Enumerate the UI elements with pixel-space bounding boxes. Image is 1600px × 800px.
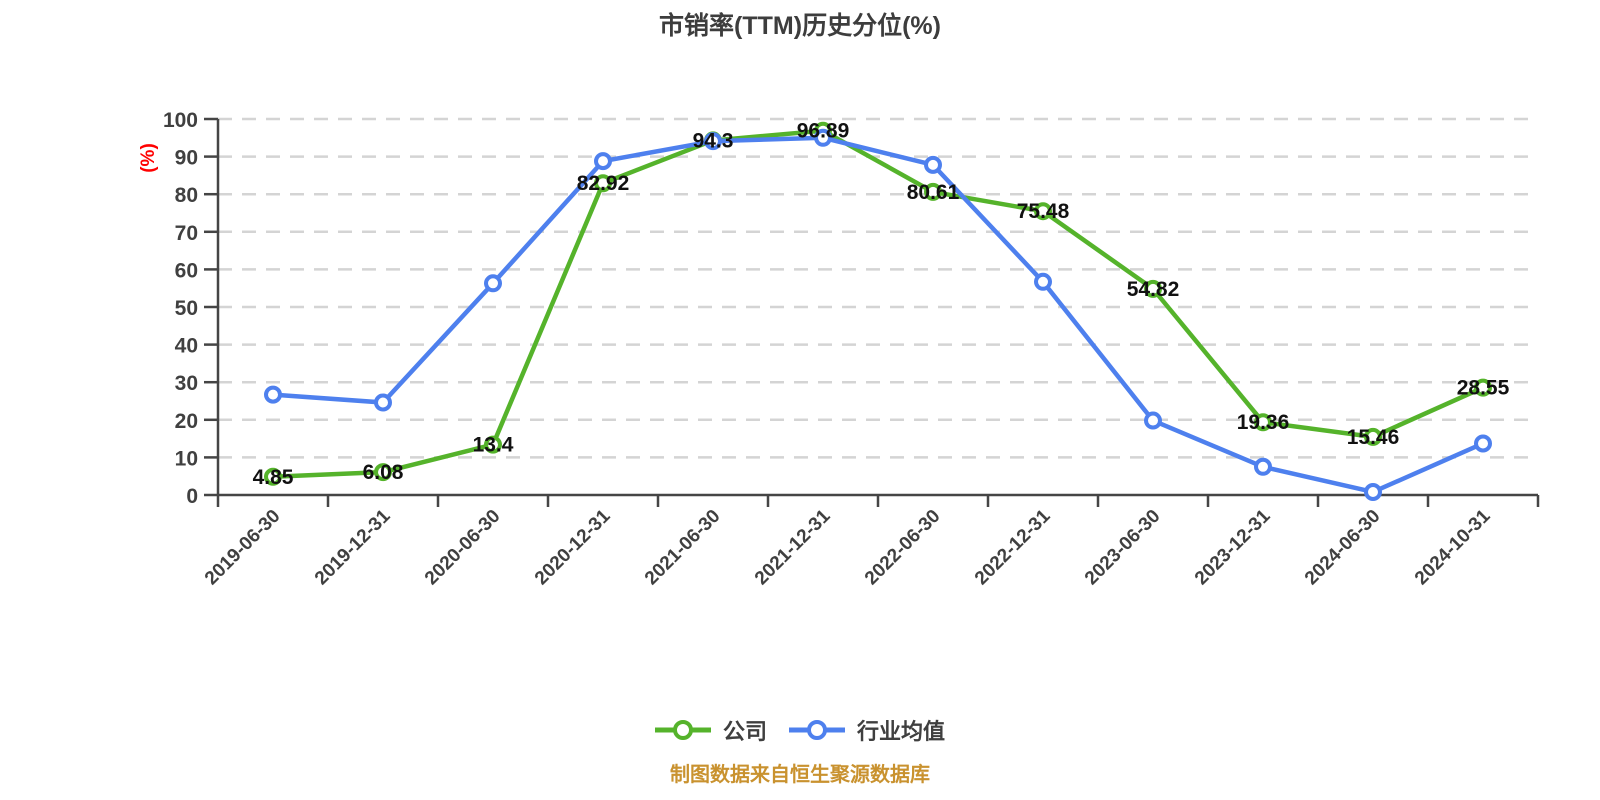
industry-avg-data-point[interactable]: [594, 152, 612, 171]
data-point-label: 15.46: [1347, 426, 1400, 449]
industry-avg-data-point[interactable]: [1144, 411, 1162, 430]
industry-avg-data-point[interactable]: [924, 155, 942, 174]
data-point-label: 13.4: [473, 434, 514, 457]
chart-legend: 公司 行业均值: [0, 714, 1600, 746]
series-industry-avg-line: [270, 135, 1486, 495]
industry-avg-data-point[interactable]: [1034, 272, 1052, 291]
data-point-label: 82.92: [577, 172, 630, 195]
industry-avg-data-point[interactable]: [374, 393, 392, 412]
data-point-label: 54.82: [1127, 278, 1180, 301]
x-axis-tick-label: 2020-06-30: [421, 506, 505, 590]
company-data-point[interactable]: [1144, 279, 1162, 298]
industry-avg-data-point[interactable]: [264, 385, 282, 404]
company-data-point[interactable]: [484, 435, 502, 454]
company-data-point[interactable]: [924, 182, 942, 201]
industry-avg-line-marker-icon: [789, 720, 845, 740]
data-point-label: 80.61: [907, 181, 960, 204]
y-axis-tick-label: 0: [186, 485, 198, 508]
x-axis-tick-label: 2024-06-30: [1301, 506, 1385, 590]
company-data-point[interactable]: [1474, 378, 1492, 397]
company-data-point[interactable]: [594, 174, 612, 193]
data-source-note: 制图数据来自恒生聚源数据库: [670, 764, 930, 786]
y-axis-unit-label: (%): [138, 143, 159, 173]
industry-avg-data-point[interactable]: [814, 128, 832, 147]
data-point-label: 4.85: [253, 466, 294, 489]
company-data-point[interactable]: [1254, 413, 1272, 432]
data-point-label: 94.3: [693, 129, 734, 152]
data-point-label: 28.55: [1457, 377, 1510, 400]
legend-item-company[interactable]: 公司: [654, 714, 767, 746]
data-point-label: 19.36: [1237, 411, 1290, 434]
data-point-label: 6.08: [363, 461, 404, 484]
x-axis-tick-label: 2019-12-31: [311, 505, 395, 589]
x-axis-tick-label: 2019-06-30: [201, 506, 285, 590]
y-axis-tick-label: 100: [163, 109, 198, 132]
y-axis-tick-label: 90: [175, 147, 198, 170]
industry-avg-data-point[interactable]: [484, 274, 502, 293]
industry-avg-data-point[interactable]: [1364, 482, 1382, 501]
legend-item-industry-avg[interactable]: 行业均值: [789, 714, 945, 746]
y-axis-tick-label: 40: [175, 335, 198, 358]
y-axis-tick-label: 20: [175, 410, 198, 433]
industry-avg-data-point[interactable]: [704, 132, 722, 151]
x-axis-tick-label: 2023-06-30: [1081, 506, 1165, 590]
chart-title: 市销率(TTM)历史分位(%): [659, 12, 941, 40]
company-line-marker-icon: [654, 720, 711, 740]
y-axis-tick-label: 10: [175, 447, 198, 470]
industry-avg-data-point[interactable]: [1474, 434, 1492, 453]
x-axis-tick-label: 2022-12-31: [971, 505, 1055, 589]
grid-lines: [218, 117, 1538, 459]
x-axis-tick-label: 2020-12-31: [531, 505, 615, 589]
x-axis-tick-label: 2021-06-30: [641, 506, 725, 590]
y-axis-tick-label: 70: [175, 222, 198, 245]
series-company-labels: 4.85 6.08 13.4 82.92 94.3 96.89 80.61 75.48 54.8…: [253, 120, 1510, 489]
x-axis-tick-label: 2022-06-30: [861, 506, 945, 590]
y-axis: 0 10 20 30 40 50 60 70 80 90 100(%): [138, 109, 220, 508]
legend-label-company: 公司: [722, 719, 767, 744]
y-axis-tick-label: 80: [175, 184, 198, 207]
company-data-point[interactable]: [374, 463, 392, 482]
y-axis-tick-label: 30: [175, 372, 198, 395]
x-axis-tick-label: 2024-10-31: [1411, 505, 1495, 589]
company-data-point[interactable]: [1364, 427, 1382, 446]
data-point-label: 75.48: [1017, 200, 1070, 223]
series-company: [264, 121, 1492, 486]
y-axis-tick-label: 50: [175, 297, 198, 320]
company-data-point[interactable]: [264, 467, 282, 486]
legend-label-industry-avg: 行业均值: [857, 719, 946, 744]
industry-avg-data-point[interactable]: [1254, 457, 1272, 476]
data-point-label: 96.89: [797, 120, 850, 143]
x-axis: 2019-06-30 2019-12-31 2020-06-30 2020-12-31…: [201, 493, 1540, 590]
series-industry-avg: [264, 128, 1492, 501]
x-axis-tick-label: 2023-12-31: [1191, 505, 1275, 589]
x-axis-tick-label: 2021-12-31: [751, 505, 835, 589]
series-company-line: [270, 128, 1486, 480]
company-data-point[interactable]: [1034, 202, 1052, 221]
y-axis-tick-label: 60: [175, 259, 198, 282]
